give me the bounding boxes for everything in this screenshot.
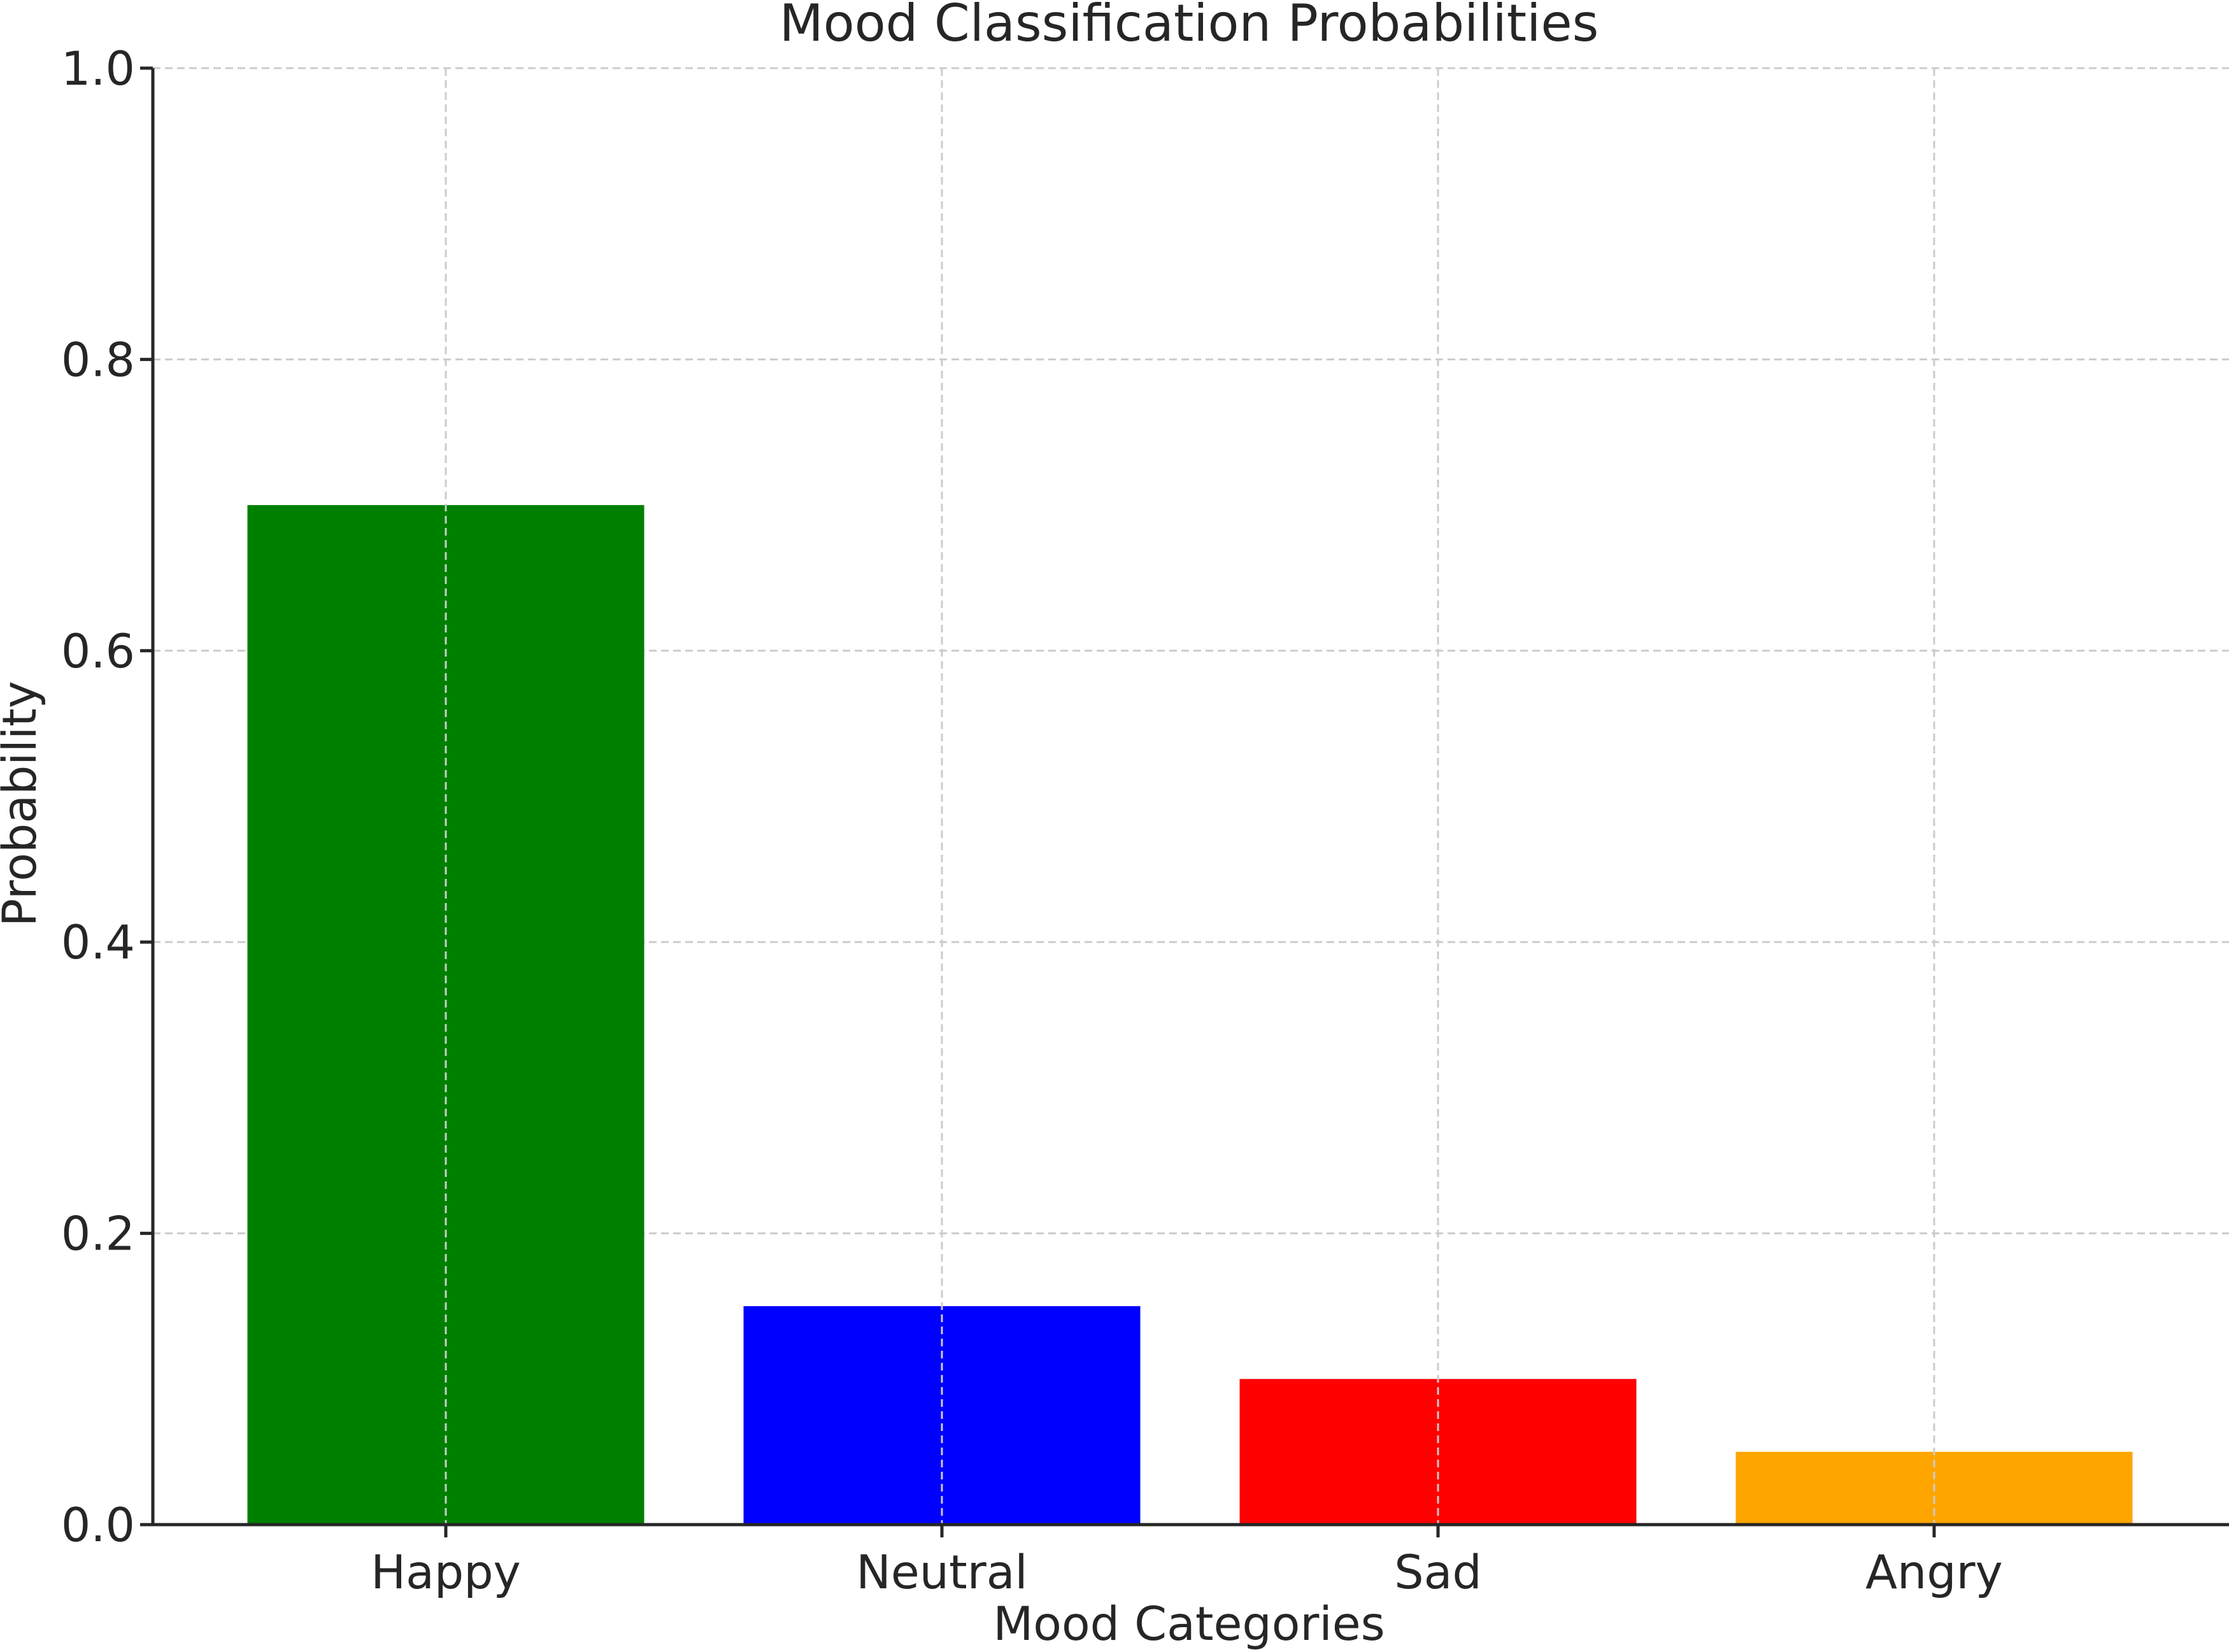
axes [140, 66, 2229, 1537]
y-tick-label: 0.6 [61, 625, 135, 679]
y-tick-label: 0.4 [61, 916, 135, 970]
y-tick-label: 0.2 [61, 1207, 135, 1262]
y-tick-label: 1.0 [61, 42, 135, 96]
x-tick-label: Happy [371, 1546, 521, 1600]
x-tick-label: Neutral [856, 1546, 1027, 1600]
bars [247, 505, 2133, 1525]
x-tick-label: Sad [1394, 1546, 1481, 1600]
x-tick-label: Angry [1865, 1546, 2003, 1600]
tick-labels: 0.0 0.2 0.4 0.6 0.8 1.0 Happy Neutral Sad Angry [61, 42, 2003, 1600]
y-axis-label: Probability [0, 681, 47, 927]
y-tick-label: 0.0 [61, 1499, 135, 1553]
y-tick-label: 0.8 [61, 333, 135, 387]
chart-title: Mood Classification Probabilities [780, 0, 1599, 53]
vertical-grid-lines [445, 68, 1935, 1525]
x-axis-label: Mood Categories [993, 1597, 1385, 1651]
